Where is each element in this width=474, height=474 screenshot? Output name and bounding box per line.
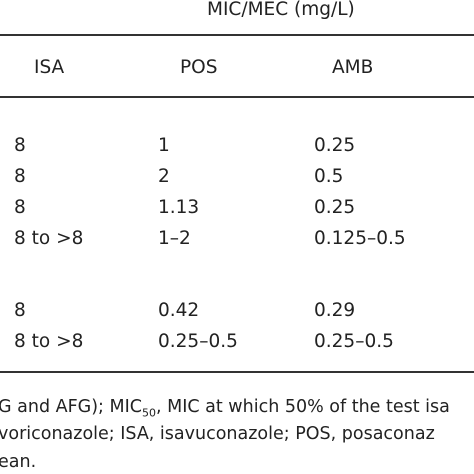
cell-pos: 1: [158, 135, 170, 156]
cell-amb: 0.125–0.5: [314, 228, 406, 249]
cell-pos: 0.25–0.5: [158, 331, 238, 352]
cell-amb: 0.29: [314, 300, 356, 321]
footnote-line-3: ean.: [0, 452, 37, 472]
cell-isa: 8: [14, 197, 26, 218]
column-header-pos: POS: [180, 57, 218, 78]
cell-amb: 0.25: [314, 197, 356, 218]
column-header-rule: [0, 96, 474, 98]
cell-pos: 0.42: [158, 300, 200, 321]
cell-pos: 2: [158, 166, 170, 187]
footnote-line-1-end: , MIC at which 50% of the test isa: [155, 397, 450, 417]
footnote-line-2: voriconazole; ISA, isavuconazole; POS, p…: [0, 424, 435, 444]
spanning-header: MIC/MEC (mg/L): [207, 0, 355, 20]
column-header-amb: AMB: [332, 57, 374, 78]
footnote-subscript: 50: [141, 406, 156, 420]
cell-isa: 8 to >8: [14, 228, 84, 249]
column-header-isa: ISA: [34, 57, 65, 78]
cell-amb: 0.25: [314, 135, 356, 156]
footnote-line-1-start: G and AFG); MIC: [0, 397, 142, 417]
cell-pos: 1.13: [158, 197, 200, 218]
cell-pos: 1–2: [158, 228, 191, 249]
cell-isa: 8: [14, 135, 26, 156]
cell-amb: 0.5: [314, 166, 344, 187]
cell-isa: 8 to >8: [14, 331, 84, 352]
cell-isa: 8: [14, 166, 26, 187]
table-bottom-rule: [0, 371, 474, 373]
cell-isa: 8: [14, 300, 26, 321]
cell-amb: 0.25–0.5: [314, 331, 394, 352]
footnote-line-1: G and AFG); MIC50, MIC at which 50% of t…: [0, 396, 450, 420]
header-rule: [0, 34, 474, 36]
